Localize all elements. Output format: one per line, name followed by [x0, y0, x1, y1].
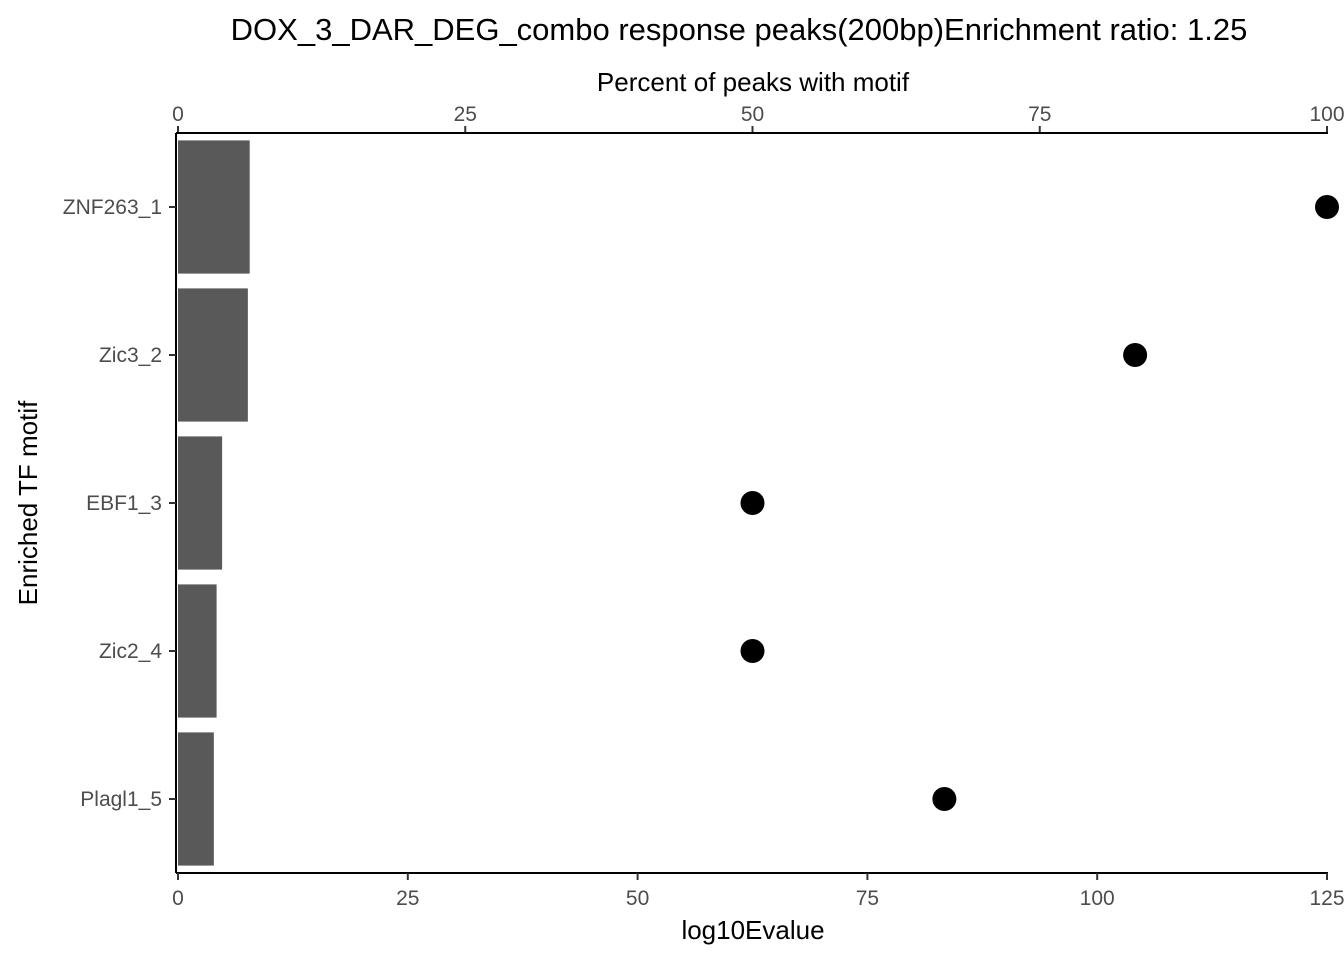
point-ZNF263_1 [1315, 195, 1339, 219]
bar-Plagl1_5 [178, 732, 214, 866]
top-axis: 0 25 50 75 100 [172, 103, 1344, 133]
bar-Zic3_2 [178, 288, 248, 422]
bottom-tick-label: 75 [856, 887, 879, 910]
y-tick-label: Zic2_4 [99, 640, 162, 663]
top-axis-title: Percent of peaks with motif [597, 67, 910, 97]
top-tick-label: 25 [454, 103, 477, 126]
bottom-tick-label: 125 [1309, 887, 1344, 910]
bottom-tick-label: 100 [1080, 887, 1115, 910]
point-Plagl1_5 [932, 787, 957, 811]
bar-Zic2_4 [178, 584, 217, 718]
top-tick-label: 50 [741, 103, 764, 126]
top-tick-label: 0 [172, 103, 184, 126]
bottom-axis-title: log10Evalue [681, 915, 824, 945]
bar-EBF1_3 [178, 436, 223, 570]
y-axis: ZNF263_1 Zic3_2 EBF1_3 Zic2_4 Plagl1_5 [63, 196, 176, 811]
bottom-axis: 0 25 50 75 100 125 [172, 873, 1344, 910]
y-tick-label: Zic3_2 [99, 344, 162, 367]
bar-series [178, 140, 250, 866]
y-tick-label: ZNF263_1 [63, 196, 162, 219]
top-tick-label: 75 [1028, 103, 1051, 126]
bottom-tick-label: 0 [172, 887, 184, 910]
bottom-tick-label: 25 [396, 887, 419, 910]
y-tick-label: EBF1_3 [86, 492, 162, 515]
point-series [740, 195, 1339, 811]
bottom-tick-label: 50 [626, 887, 649, 910]
point-Zic3_2 [1123, 343, 1148, 367]
y-tick-label: Plagl1_5 [80, 788, 162, 811]
point-Zic2_4 [740, 639, 765, 663]
y-axis-title: Enriched TF motif [13, 400, 43, 605]
point-EBF1_3 [740, 491, 765, 515]
chart-title: DOX_3_DAR_DEG_combo response peaks(200bp… [231, 12, 1248, 47]
bar-ZNF263_1 [178, 140, 250, 274]
top-tick-label: 100 [1309, 103, 1344, 126]
